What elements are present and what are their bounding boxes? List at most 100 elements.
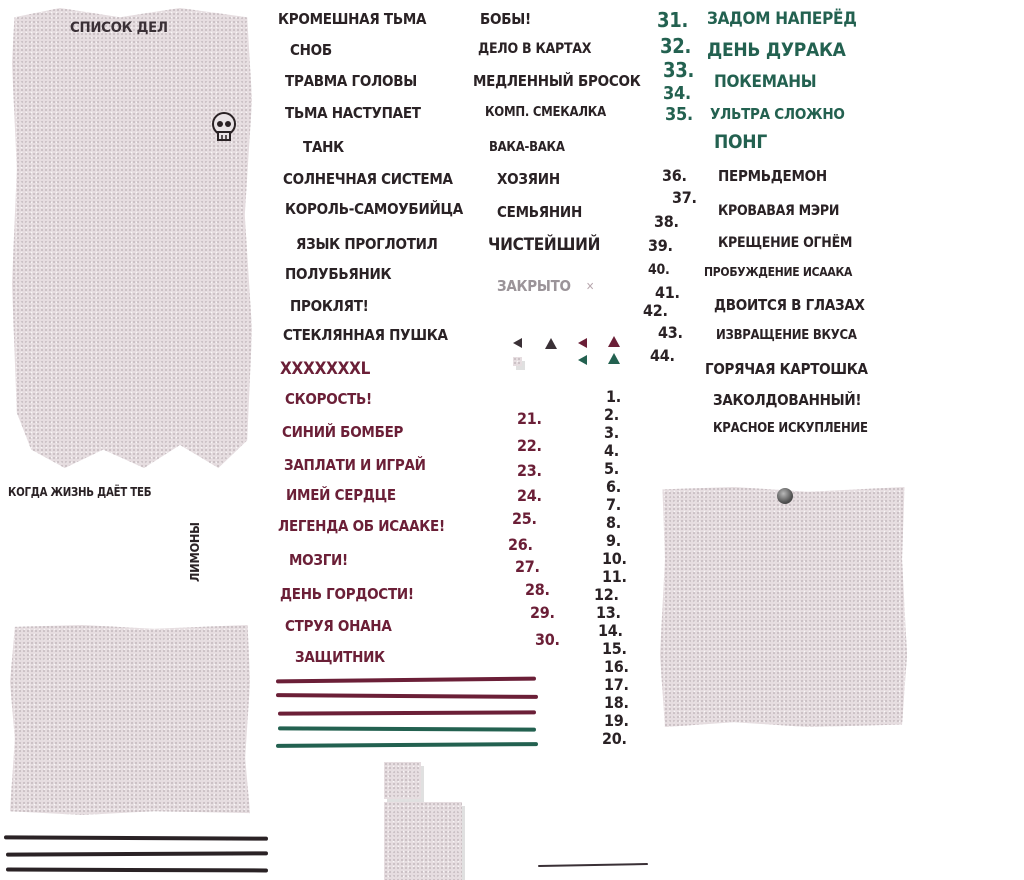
number-label: 4.: [604, 441, 619, 460]
number-label-maroon: 22.: [517, 436, 542, 455]
label-col-a: ПРОКЛЯТ!: [290, 297, 369, 315]
label-col-b: СЕМЬЯНИН: [497, 203, 582, 221]
number-label: 36.: [662, 166, 687, 185]
number-label: 9.: [606, 531, 621, 550]
arrow-up-icon: [608, 353, 620, 364]
number-label: 18.: [604, 693, 629, 712]
number-label: 8.: [606, 513, 621, 532]
number-label: 38.: [654, 212, 679, 231]
label-col-b: МЕДЛЕННЫЙ БРОСОК: [473, 72, 641, 90]
strike-line-maroon: [275, 676, 537, 684]
number-label: 7.: [606, 495, 621, 514]
label-col-a: СТЕКЛЯННАЯ ПУШКА: [283, 326, 448, 344]
sticker-text-vertical: ЛИМОНЫ: [188, 522, 202, 582]
label-right: ДВОИТСЯ В ГЛАЗАХ: [714, 296, 865, 314]
label-green: УЛЬТРА СЛОЖНО: [710, 105, 845, 123]
label-col-b: БОБЫ!: [480, 10, 531, 28]
number-label-maroon: 26.: [508, 535, 533, 554]
label-col-a: ТРАВМА ГОЛОВЫ: [285, 72, 417, 90]
strike-line-dark: [5, 867, 269, 873]
arrow-left-icon: [578, 355, 587, 365]
number-label: 2.: [604, 405, 619, 424]
label-col-a-maroon: ЛЕГЕНДА ОБ ИСААКЕ!: [278, 517, 445, 535]
number-label: 43.: [658, 323, 683, 342]
label-col-a-maroon: СИНИЙ БОМБЕР: [282, 423, 404, 441]
todo-scroll-paper: [12, 8, 252, 468]
number-label: 19.: [604, 711, 629, 730]
label-col-a-maroon: СКОРОСТЬ!: [285, 390, 372, 408]
label-right: ПЕРМЬДЕМОН: [718, 167, 827, 185]
number-label-green: 34.: [663, 83, 691, 104]
label-right: КРЕЩЕНИЕ ОГНЁМ: [718, 235, 853, 251]
paper-sheet-bottom-left: [10, 625, 250, 815]
label-col-b: ВАКА-ВАКА: [489, 140, 565, 155]
number-label-maroon: 24.: [517, 486, 542, 505]
number-label-green: 31.: [657, 8, 689, 32]
label-col-a: ПОЛУБЬЯНИК: [285, 265, 392, 283]
pushpin-icon: [777, 488, 793, 504]
label-right: ГОРЯЧАЯ КАРТОШКА: [705, 360, 868, 378]
strike-line-maroon: [277, 710, 537, 716]
label-col-b: ДЕЛО В КАРТАХ: [478, 41, 592, 57]
label-col-a-maroon: XXXXXXXL: [280, 359, 371, 379]
number-label-maroon: 28.: [525, 580, 550, 599]
label-col-a-maroon: ЗАПЛАТИ И ИГРАЙ: [284, 456, 426, 474]
label-col-b: ЧИСТЕЙШИЙ: [488, 235, 601, 255]
number-label: 6.: [606, 477, 621, 496]
label-col-a: КОРОЛЬ-САМОУБИЙЦА: [285, 200, 463, 218]
number-label-maroon: 30.: [535, 630, 560, 649]
number-label: 41.: [655, 283, 680, 302]
label-right: ЗАКОЛДОВАННЫЙ!: [713, 391, 862, 409]
label-green: ПОКЕМАНЫ: [714, 72, 817, 92]
number-label: 17.: [604, 675, 629, 694]
label-right: КРАСНОЕ ИСКУПЛЕНИЕ: [713, 421, 868, 436]
checkbox-icon: [513, 357, 522, 366]
label-green: ПОНГ: [714, 131, 767, 153]
number-label: 15.: [602, 639, 627, 658]
number-label-maroon: 29.: [530, 603, 555, 622]
label-col-a: ЯЗЫК ПРОГЛОТИЛ: [296, 235, 438, 253]
number-label: 3.: [604, 423, 619, 442]
label-right: ПРОБУЖДЕНИЕ ИСААКА: [704, 265, 853, 279]
number-label-maroon: 21.: [517, 409, 542, 428]
label-col-b: КОМП. СМЕКАЛКА: [485, 105, 606, 120]
number-label: 13.: [596, 603, 621, 622]
label-col-b: ХОЗЯИН: [497, 170, 560, 188]
number-label-maroon: 23.: [517, 461, 542, 480]
label-col-a: ТЬМА НАСТУПАЕТ: [285, 104, 421, 122]
label-right: ИЗВРАЩЕНИЕ ВКУСА: [716, 328, 857, 343]
number-label: 12.: [594, 585, 619, 604]
label-col-a: СНОБ: [290, 41, 332, 59]
arrow-left-icon: [578, 338, 587, 348]
number-label: 20.: [602, 729, 627, 748]
label-col-a-maroon: МОЗГИ!: [289, 551, 348, 569]
number-label: 10.: [602, 549, 627, 568]
label-col-a: СОЛНЕЧНАЯ СИСТЕМА: [283, 170, 453, 188]
label-right: КРОВАВАЯ МЭРИ: [718, 203, 840, 219]
label-col-a-maroon: ДЕНЬ ГОРДОСТИ!: [280, 585, 414, 603]
number-label-green: 35.: [665, 104, 693, 125]
arrow-up-icon: [608, 336, 620, 347]
strike-line-thin: [537, 863, 649, 867]
number-label-maroon: 25.: [512, 509, 537, 528]
number-label: 5.: [604, 459, 619, 478]
label-green: ЗАДОМ НАПЕРЁД: [707, 9, 857, 29]
arrow-left-icon: [513, 338, 522, 348]
number-label: 44.: [650, 346, 675, 365]
arrow-up-icon: [545, 338, 557, 349]
strike-line-green: [277, 726, 537, 732]
number-label: 1.: [606, 387, 621, 406]
number-label: 37.: [672, 188, 697, 207]
sticker-text-line: КОГДА ЖИЗНЬ ДАЁТ ТЕБ: [8, 485, 152, 499]
skull-icon: [212, 112, 236, 141]
label-col-a-maroon: ИМЕЙ СЕРДЦЕ: [286, 486, 396, 504]
number-label-maroon: 27.: [515, 557, 540, 576]
strike-line-green: [275, 742, 539, 748]
paper-tile-medium: [384, 802, 462, 880]
lock-icon: ✕: [586, 280, 595, 293]
number-label: 39.: [648, 236, 673, 255]
number-label-green: 32.: [660, 34, 692, 58]
label-green: ДЕНЬ ДУРАКА: [707, 39, 846, 61]
label-col-a: КРОМЕШНАЯ ТЬМА: [278, 10, 427, 28]
label-col-a-maroon: ЗАЩИТНИК: [295, 648, 385, 666]
